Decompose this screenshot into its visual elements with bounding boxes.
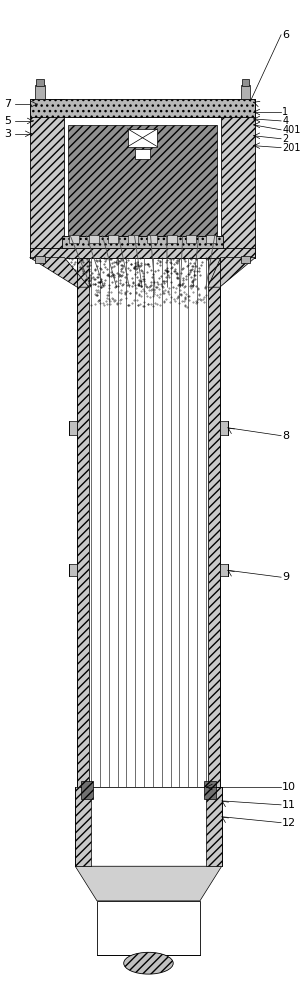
Bar: [208, 258, 220, 787]
Bar: [69, 564, 77, 576]
Bar: [81, 781, 93, 799]
Bar: [64, 117, 221, 236]
Ellipse shape: [124, 952, 173, 974]
Text: 5: 5: [4, 116, 11, 126]
Bar: [128, 235, 138, 243]
Bar: [147, 235, 157, 243]
Bar: [128, 129, 157, 147]
Bar: [36, 79, 43, 86]
Bar: [97, 901, 200, 955]
Text: 201: 201: [282, 143, 301, 153]
Bar: [206, 235, 216, 243]
Bar: [220, 421, 228, 435]
Bar: [75, 787, 91, 866]
Text: 6: 6: [282, 30, 289, 40]
Bar: [35, 256, 45, 263]
Bar: [69, 235, 79, 243]
Bar: [30, 99, 64, 258]
Polygon shape: [75, 866, 222, 901]
Text: 3: 3: [4, 129, 11, 139]
Text: 2: 2: [282, 134, 288, 144]
Bar: [167, 235, 177, 243]
Text: 12: 12: [282, 818, 296, 828]
Text: 7: 7: [4, 99, 11, 109]
Bar: [35, 85, 45, 99]
Bar: [30, 248, 255, 258]
Bar: [89, 235, 99, 243]
Bar: [89, 787, 208, 866]
Bar: [30, 99, 255, 117]
Bar: [240, 85, 250, 99]
Bar: [221, 99, 255, 258]
Bar: [241, 79, 249, 86]
Bar: [68, 125, 217, 236]
Text: 8: 8: [282, 431, 289, 441]
Polygon shape: [208, 258, 255, 287]
Text: 10: 10: [282, 782, 296, 792]
Bar: [69, 421, 77, 435]
Text: 11: 11: [282, 800, 296, 810]
Text: 4: 4: [282, 116, 288, 126]
Text: 401: 401: [282, 125, 300, 135]
Bar: [77, 258, 89, 787]
Text: 1: 1: [282, 107, 288, 117]
Bar: [108, 235, 118, 243]
Bar: [206, 787, 222, 866]
Bar: [62, 236, 223, 248]
Bar: [220, 564, 228, 576]
Text: 9: 9: [282, 572, 289, 582]
Polygon shape: [30, 258, 89, 287]
Bar: [240, 256, 250, 263]
Bar: [204, 781, 216, 799]
Bar: [89, 258, 208, 787]
Bar: [186, 235, 196, 243]
Bar: [135, 149, 150, 159]
